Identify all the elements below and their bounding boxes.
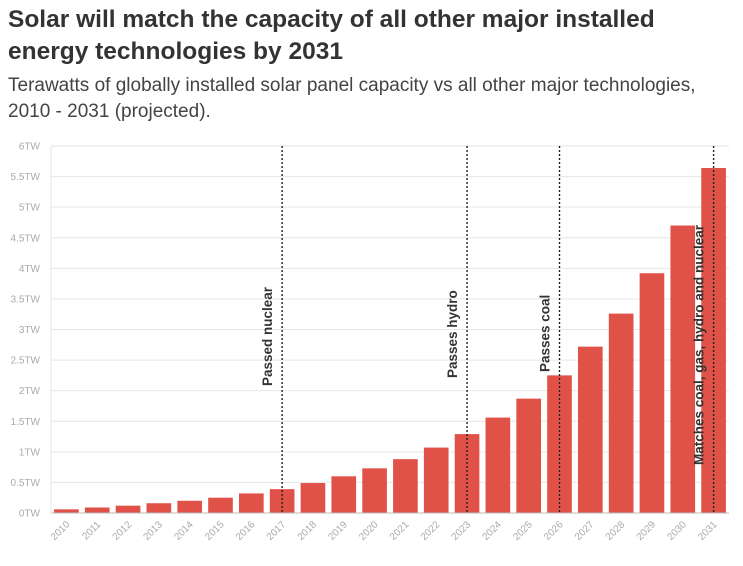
y-tick-label: 5.5TW <box>11 172 41 183</box>
bar-2026 <box>547 375 572 513</box>
x-tick-label: 2013 <box>141 519 165 543</box>
annotation-label: Passed nuclear <box>260 286 275 386</box>
bar-2020 <box>362 468 387 513</box>
y-tick-label: 4TW <box>19 264 41 275</box>
bar-2016 <box>238 493 264 513</box>
x-tick-label: 2012 <box>111 519 135 543</box>
bar-2012 <box>115 505 141 513</box>
bar-2025 <box>516 398 542 513</box>
chart-title: Solar will match the capacity of all oth… <box>8 6 655 65</box>
bar-2017 <box>269 489 295 513</box>
x-axis-ticks: 2010 2011 2012 2013 2014 2015 2016 2017 2018 2019… <box>49 519 720 543</box>
y-tick-label: 1.5TW <box>11 417 41 428</box>
x-tick-label: 2016 <box>234 519 258 543</box>
y-tick-label: 0TW <box>19 509 41 520</box>
y-tick-label: 2TW <box>19 386 41 397</box>
bar-2010 <box>54 509 79 513</box>
bar-2023 <box>454 434 480 513</box>
x-tick-label: 2011 <box>80 519 103 542</box>
y-tick-label: 1TW <box>19 447 41 458</box>
bar-2021 <box>393 459 418 513</box>
y-tick-label: 3.5TW <box>11 294 41 305</box>
bar-2028 <box>608 313 634 513</box>
x-tick-label: 2010 <box>49 519 73 543</box>
bar-2029 <box>639 273 665 513</box>
y-axis-ticks: 0TW 0.5TW 1TW 1.5TW 2TW 2.5TW 3TW 3.5TW 4TW 4.5TW… <box>11 142 41 520</box>
x-tick-label: 2015 <box>203 519 227 543</box>
bar-2030 <box>670 225 696 513</box>
bar-2024 <box>485 417 511 513</box>
bar-2018 <box>300 483 326 513</box>
bar-2022 <box>423 447 449 513</box>
y-tick-label: 2.5TW <box>11 356 41 367</box>
annotation-label: Passes coal <box>538 295 553 372</box>
annotation-labels: Passed nuclear Passes hydro Passes coal Mat… <box>260 224 706 465</box>
bar-2019 <box>331 476 357 513</box>
annotation-label: Matches coal, gas, hydro and nuclear <box>692 224 707 465</box>
x-tick-label: 2024 <box>480 519 504 543</box>
bars <box>54 168 726 513</box>
x-tick-label: 2020 <box>357 519 381 543</box>
annotation-label: Passes hydro <box>445 290 460 378</box>
x-tick-label: 2019 <box>326 519 350 543</box>
y-tick-label: 0.5TW <box>11 478 41 489</box>
chart-subtitle: Terawatts of globally installed solar pa… <box>8 75 696 122</box>
x-tick-label: 2017 <box>265 519 289 543</box>
x-tick-label: 2029 <box>635 519 659 543</box>
bar-2027 <box>577 346 603 513</box>
x-tick-label: 2018 <box>296 519 320 543</box>
x-tick-label: 2028 <box>604 519 628 543</box>
bar-2015 <box>208 497 233 513</box>
x-tick-label: 2030 <box>665 519 689 543</box>
annotation-lines <box>281 146 715 513</box>
bar-2011 <box>84 507 110 513</box>
x-tick-label: 2025 <box>511 519 535 543</box>
bar-2014 <box>177 500 203 513</box>
x-tick-label: 2014 <box>172 519 196 543</box>
x-tick-label: 2023 <box>450 519 474 543</box>
x-tick-label: 2026 <box>542 519 566 543</box>
y-tick-label: 3TW <box>19 325 41 336</box>
x-tick-label: 2021 <box>388 519 412 543</box>
y-tick-label: 6TW <box>19 142 41 153</box>
x-tick-label: 2027 <box>573 519 597 543</box>
y-tick-label: 5TW <box>19 203 41 214</box>
y-tick-label: 4.5TW <box>11 233 41 244</box>
x-tick-label: 2022 <box>419 519 443 543</box>
bar-2013 <box>146 503 172 513</box>
x-tick-label: 2031 <box>696 519 720 543</box>
